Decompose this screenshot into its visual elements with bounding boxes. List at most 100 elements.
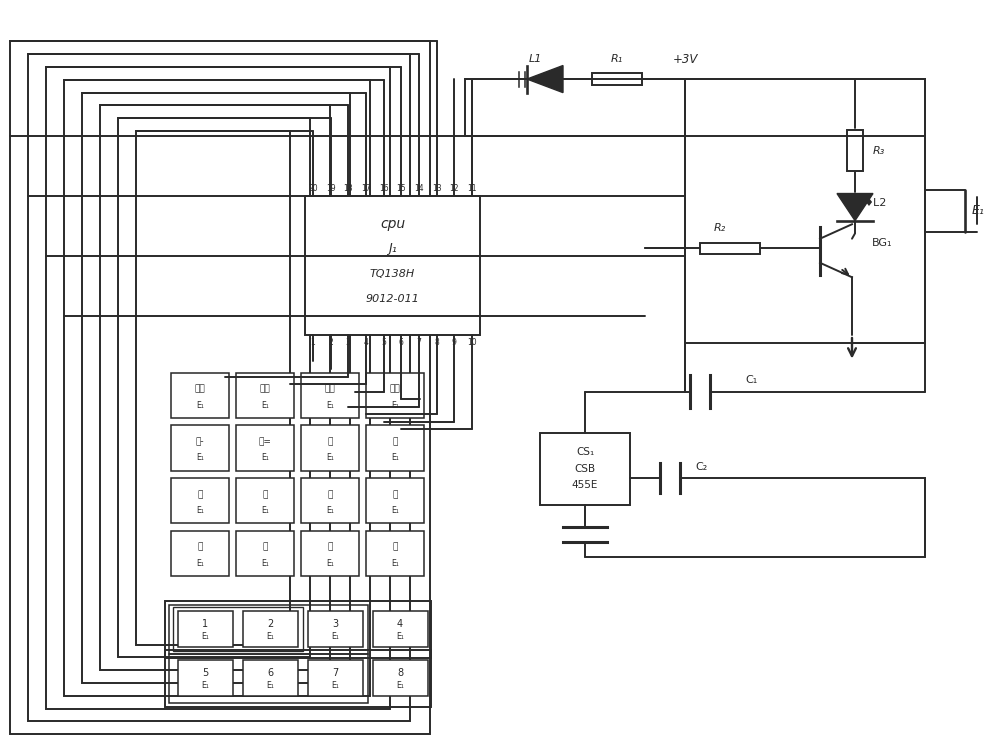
Bar xyxy=(136,131,290,645)
Bar xyxy=(301,373,359,418)
Text: 12: 12 xyxy=(450,184,459,193)
Text: E₁: E₁ xyxy=(391,559,399,568)
Bar xyxy=(171,373,229,418)
Bar xyxy=(171,478,229,523)
Text: 3: 3 xyxy=(346,338,351,347)
Text: E₁: E₁ xyxy=(196,401,204,410)
Text: 温控: 温控 xyxy=(195,385,205,394)
Text: E₁: E₁ xyxy=(261,453,269,462)
Bar xyxy=(301,531,359,576)
Text: E₁: E₁ xyxy=(266,633,274,642)
Bar xyxy=(372,660,428,696)
Text: 断闸: 断闸 xyxy=(390,385,400,394)
Text: 7: 7 xyxy=(417,338,421,347)
Text: TQ138H: TQ138H xyxy=(370,269,415,279)
Bar xyxy=(700,242,760,254)
Text: 7: 7 xyxy=(332,669,338,678)
Text: 20: 20 xyxy=(308,184,318,193)
Text: E₁: E₁ xyxy=(261,506,269,515)
Text: 19: 19 xyxy=(326,184,335,193)
Bar xyxy=(178,660,232,696)
Text: 射: 射 xyxy=(392,543,398,552)
Text: 储: 储 xyxy=(392,490,398,499)
Text: E₁: E₁ xyxy=(266,681,274,691)
Text: 左: 左 xyxy=(197,543,203,552)
Text: E₁: E₁ xyxy=(391,401,399,410)
Text: 备用: 备用 xyxy=(260,385,270,394)
Bar xyxy=(592,74,642,85)
Bar xyxy=(236,425,294,471)
Bar xyxy=(243,611,298,647)
Polygon shape xyxy=(837,194,873,221)
Text: E₁: E₁ xyxy=(196,559,204,568)
Text: CSB: CSB xyxy=(574,464,596,474)
Text: 4: 4 xyxy=(364,338,368,347)
Text: 光: 光 xyxy=(327,437,333,447)
Text: 8: 8 xyxy=(434,338,439,347)
Text: E₁: E₁ xyxy=(326,506,334,515)
Text: 9012-011: 9012-011 xyxy=(366,294,419,304)
Text: E₁: E₁ xyxy=(972,204,985,218)
Text: 3: 3 xyxy=(332,620,338,630)
Text: 6: 6 xyxy=(399,338,404,347)
Text: +3V: +3V xyxy=(672,53,698,66)
Bar xyxy=(28,54,410,721)
Bar xyxy=(366,531,424,576)
Text: 上: 上 xyxy=(197,490,203,499)
Text: E₁: E₁ xyxy=(391,453,399,462)
Text: 4: 4 xyxy=(397,620,403,630)
Text: E₁: E₁ xyxy=(326,453,334,462)
Bar xyxy=(847,130,863,171)
Bar xyxy=(366,425,424,471)
Text: 暖: 暖 xyxy=(392,437,398,447)
Text: 8: 8 xyxy=(397,669,403,678)
Text: E₁: E₁ xyxy=(261,401,269,410)
Bar xyxy=(178,611,232,647)
Bar xyxy=(171,531,229,576)
Text: 16: 16 xyxy=(379,184,388,193)
Text: 风=: 风= xyxy=(259,437,271,447)
Bar xyxy=(46,67,390,709)
Bar xyxy=(301,478,359,523)
Text: E₁: E₁ xyxy=(326,401,334,410)
Bar xyxy=(82,93,350,683)
Text: 11: 11 xyxy=(467,184,477,193)
Text: BG₁: BG₁ xyxy=(872,238,893,248)
Text: 单: 单 xyxy=(327,543,333,552)
Bar xyxy=(236,478,294,523)
Bar xyxy=(118,118,310,657)
Text: 束: 束 xyxy=(327,490,333,499)
Bar xyxy=(165,650,430,707)
Bar xyxy=(366,478,424,523)
Text: 2: 2 xyxy=(267,620,273,630)
Text: E₁: E₁ xyxy=(196,506,204,515)
Text: 6: 6 xyxy=(267,669,273,678)
Bar xyxy=(308,611,362,647)
Bar xyxy=(301,425,359,471)
Text: cpu: cpu xyxy=(380,217,405,230)
Text: E₁: E₁ xyxy=(331,681,339,691)
Bar xyxy=(173,607,302,651)
Text: R₃: R₃ xyxy=(873,145,885,156)
Text: E₁: E₁ xyxy=(326,559,334,568)
Bar xyxy=(372,611,428,647)
Text: E₁: E₁ xyxy=(201,681,209,691)
Text: 1: 1 xyxy=(202,620,208,630)
Text: 17: 17 xyxy=(361,184,371,193)
Text: 下: 下 xyxy=(262,543,268,552)
Text: 右: 右 xyxy=(262,490,268,499)
Text: L1: L1 xyxy=(528,54,542,64)
Bar xyxy=(308,660,362,696)
Text: C₁: C₁ xyxy=(745,375,757,386)
Text: 10: 10 xyxy=(467,338,477,347)
Text: R₂: R₂ xyxy=(714,224,726,233)
Bar xyxy=(100,105,330,670)
Text: 1: 1 xyxy=(311,338,315,347)
Text: 15: 15 xyxy=(397,184,406,193)
Text: E₁: E₁ xyxy=(196,453,204,462)
Bar xyxy=(540,433,630,505)
Text: E₁: E₁ xyxy=(396,681,404,691)
Text: 调速: 调速 xyxy=(325,385,335,394)
Text: 风-: 风- xyxy=(196,437,204,447)
Bar xyxy=(165,601,430,658)
